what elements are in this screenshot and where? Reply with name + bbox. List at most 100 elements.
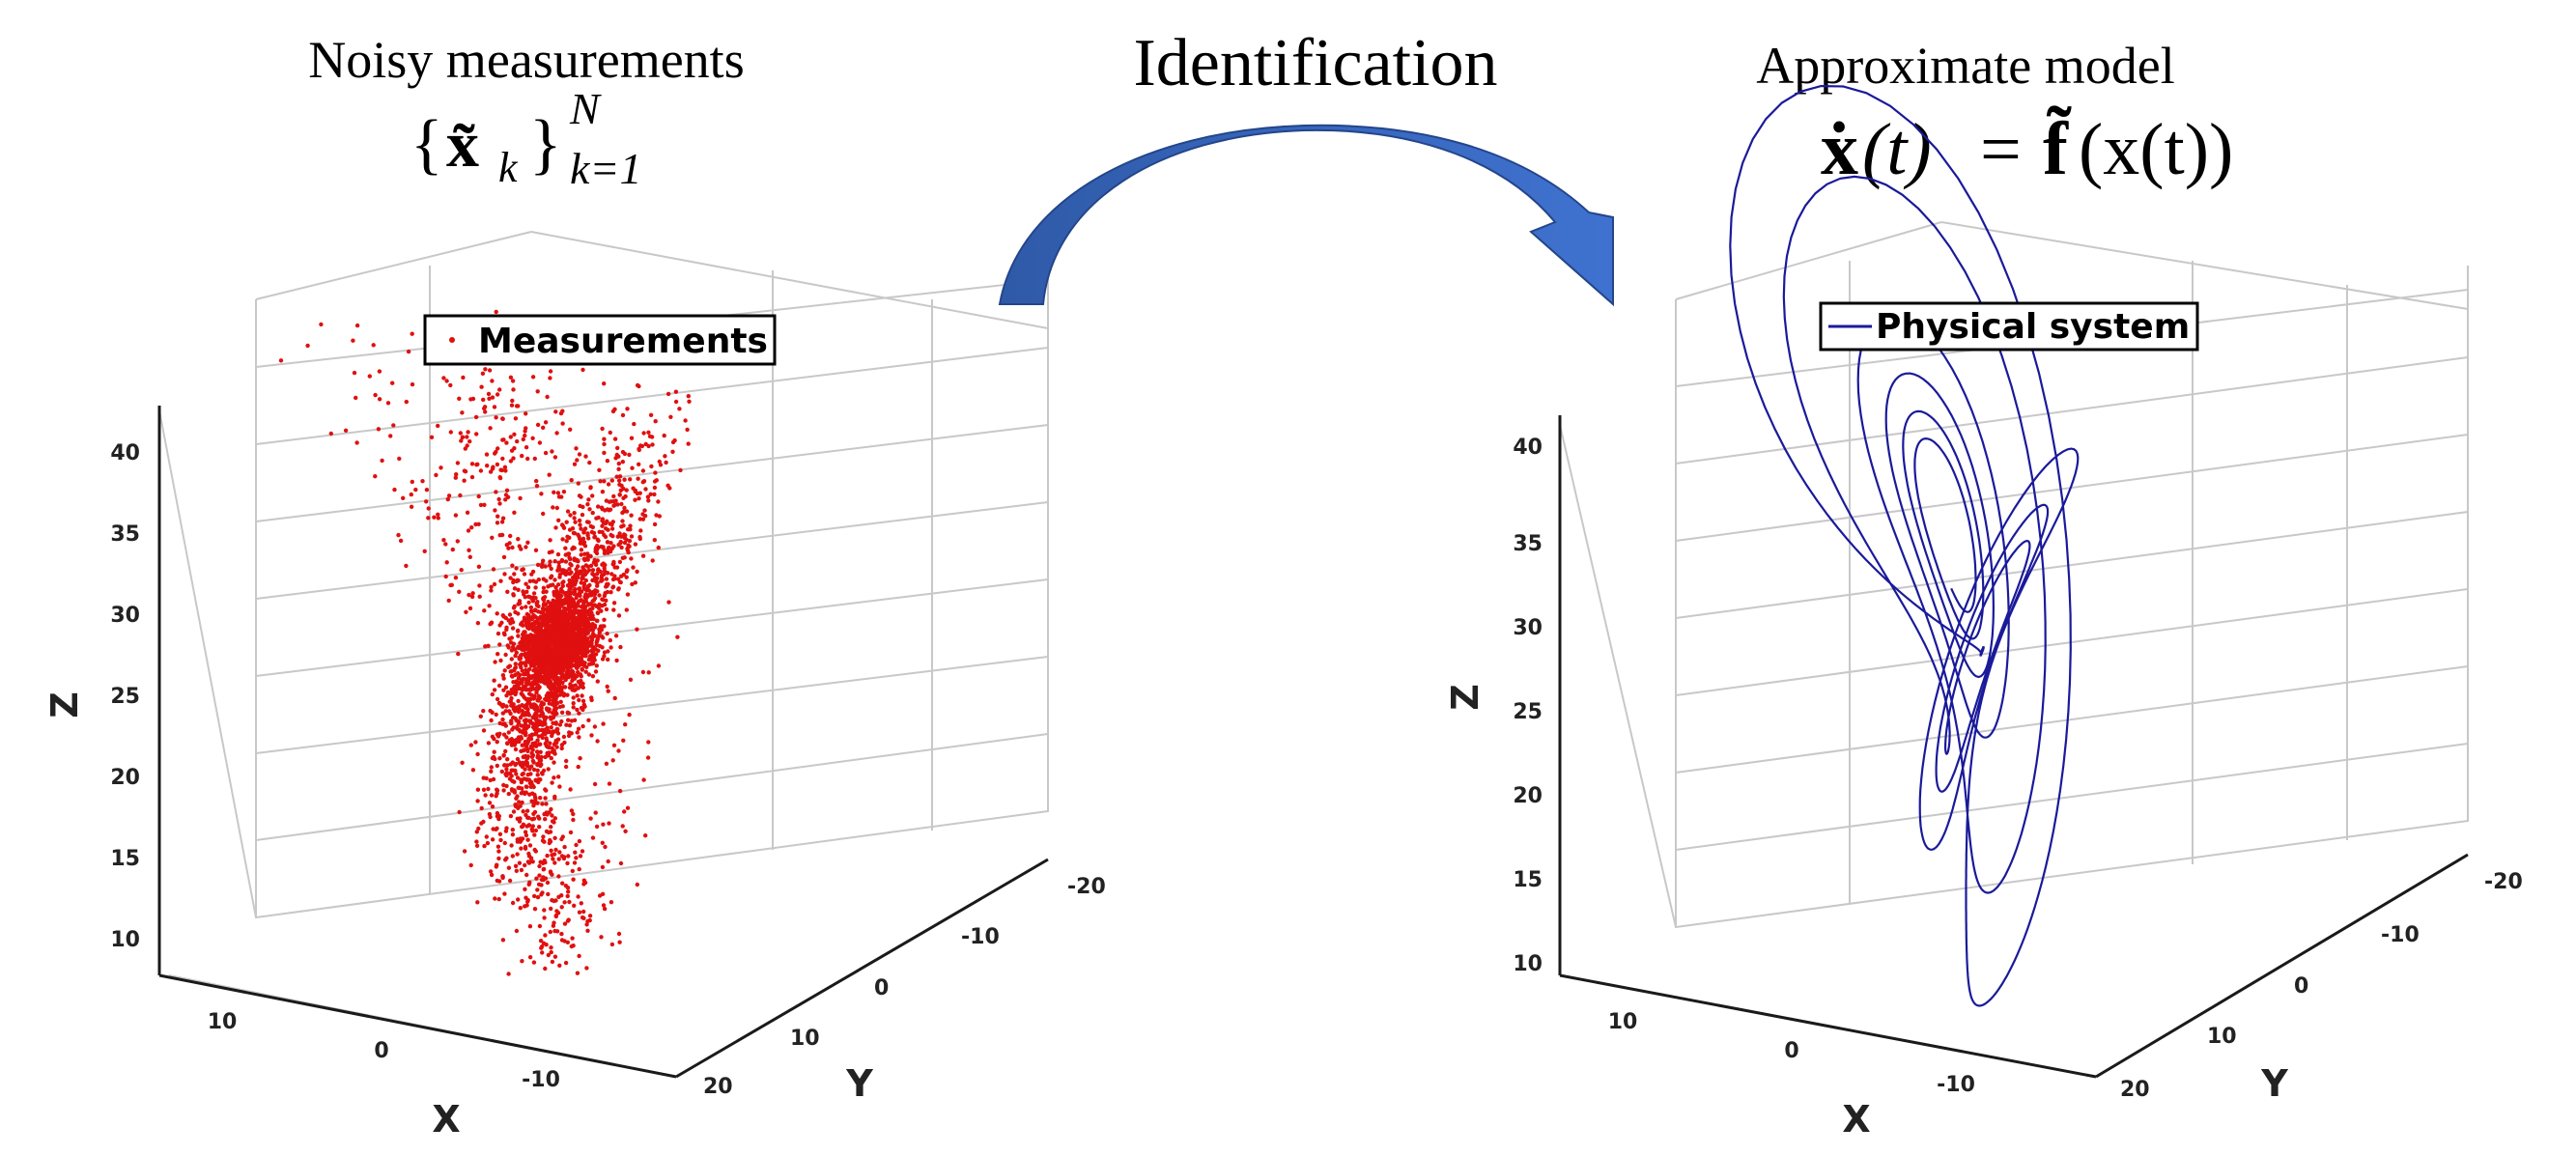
measurement-point: [572, 672, 577, 678]
measurement-point: [566, 604, 571, 608]
measurement-point: [574, 446, 579, 451]
measurement-point: [476, 826, 481, 831]
measurement-point: [571, 695, 576, 700]
measurement-point: [392, 487, 397, 493]
x-tick: 10: [1608, 1010, 1638, 1034]
measurement-point: [528, 605, 534, 610]
measurement-point: [500, 516, 506, 521]
measurement-point: [604, 550, 609, 555]
measurement-point: [571, 649, 576, 655]
measurement-point: [569, 563, 574, 568]
left-x-label: X: [432, 1098, 460, 1141]
measurement-point: [623, 829, 628, 833]
measurement-point: [617, 559, 623, 565]
measurement-point: [612, 437, 618, 441]
measurement-point: [525, 837, 530, 842]
measurement-point: [571, 811, 576, 817]
measurement-point: [672, 437, 677, 443]
measurement-point: [640, 553, 646, 558]
measurement-point: [555, 679, 560, 684]
measurement-point: [495, 787, 499, 792]
measurement-point: [390, 380, 395, 385]
measurement-point: [606, 689, 610, 693]
measurement-point: [640, 468, 646, 473]
measurement-point: [517, 760, 523, 765]
measurement-point: [608, 521, 612, 526]
measurement-point: [493, 451, 497, 456]
measurement-point: [654, 478, 659, 483]
measurement-point: [523, 677, 528, 682]
measurement-point: [528, 784, 533, 789]
measurement-point: [520, 453, 524, 459]
measurement-point: [503, 709, 508, 714]
measurement-point: [633, 489, 637, 494]
measurement-point: [543, 450, 549, 456]
measurement-point: [486, 741, 492, 746]
measurement-point: [580, 723, 585, 729]
measurement-point: [618, 644, 623, 650]
measurement-point: [498, 837, 503, 843]
measurement-point: [514, 566, 519, 571]
measurement-point: [547, 750, 552, 755]
measurement-point: [548, 376, 552, 380]
measurement-point: [524, 872, 529, 878]
measurement-point: [552, 794, 557, 800]
measurement-point: [446, 598, 451, 604]
measurement-point: [578, 536, 582, 542]
left-x-ticks: 10 0 -10: [208, 1010, 560, 1092]
measurement-point: [549, 755, 553, 761]
measurement-point: [611, 743, 617, 747]
measurement-point: [562, 619, 567, 625]
measurement-point: [574, 595, 579, 601]
left-formula-close: }: [529, 107, 562, 182]
measurement-point: [514, 706, 519, 711]
measurement-point: [528, 720, 533, 725]
measurement-point: [622, 540, 628, 546]
measurement-point: [490, 691, 495, 697]
measurement-point: [616, 454, 621, 459]
measurement-point: [565, 893, 570, 899]
measurement-point: [609, 478, 614, 483]
measurement-point: [500, 874, 505, 879]
measurement-point: [490, 379, 495, 383]
measurement-point: [527, 733, 532, 739]
measurement-point: [582, 640, 587, 645]
measurement-point: [449, 582, 454, 587]
z-tick: 35: [1513, 532, 1543, 556]
measurement-point: [475, 751, 480, 757]
measurement-point: [600, 490, 606, 494]
measurement-point: [492, 749, 496, 754]
measurement-point: [513, 416, 519, 421]
measurement-point: [504, 625, 509, 630]
measurement-point: [566, 718, 571, 722]
measurement-point: [584, 520, 590, 524]
measurement-point: [505, 771, 510, 775]
measurement-point: [582, 704, 587, 709]
measurement-point: [436, 423, 440, 429]
left-formula-var: x̃: [446, 107, 479, 181]
measurement-point: [552, 705, 557, 711]
measurement-point: [503, 829, 509, 833]
measurement-point: [520, 713, 525, 718]
measurement-point: [586, 718, 591, 722]
measurement-point: [512, 790, 518, 795]
measurement-point: [525, 699, 530, 704]
measurement-point: [535, 389, 540, 394]
measurement-point: [520, 680, 524, 685]
measurement-point: [510, 673, 515, 679]
measurement-point: [572, 531, 578, 536]
measurement-point: [502, 465, 508, 469]
measurement-point: [516, 709, 522, 715]
measurement-point: [539, 945, 544, 950]
measurement-point: [552, 455, 558, 460]
measurement-point: [577, 735, 581, 740]
measurement-point: [501, 688, 506, 692]
measurement-point: [647, 434, 653, 438]
measurement-point: [385, 401, 391, 406]
measurement-point: [404, 399, 409, 405]
measurement-point: [568, 427, 573, 432]
measurement-point: [493, 660, 497, 664]
measurement-point: [573, 580, 578, 585]
measurement-point: [601, 597, 606, 603]
measurement-point: [491, 567, 496, 572]
